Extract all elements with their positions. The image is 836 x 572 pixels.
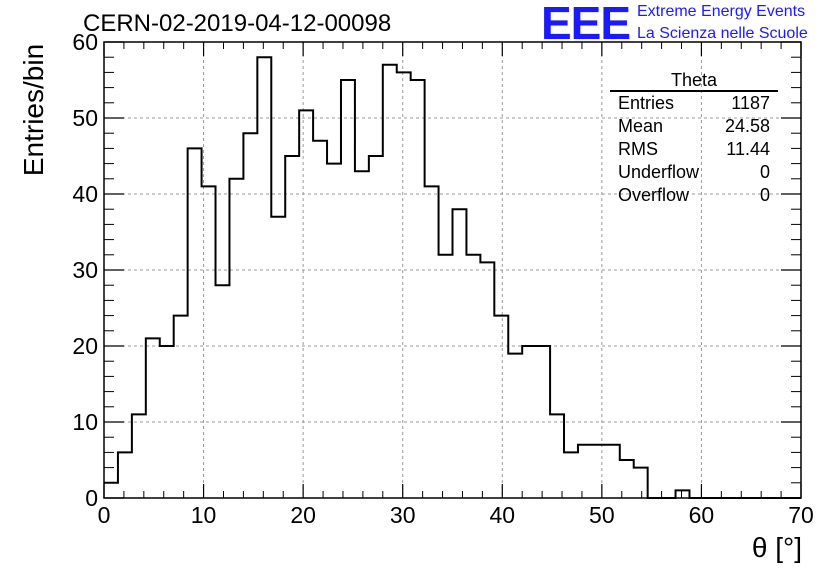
stats-title: Theta xyxy=(610,70,778,92)
stats-row-overflow: Overflow 0 xyxy=(610,184,778,207)
y-tick-label: 20 xyxy=(72,333,98,359)
histogram-bin xyxy=(494,316,508,498)
histogram-bin xyxy=(439,255,453,498)
histogram-bin xyxy=(257,57,271,498)
histogram-bin xyxy=(229,179,243,498)
histogram-bin xyxy=(522,346,536,498)
stats-label: Entries xyxy=(618,93,675,113)
chart-title: CERN-02-2019-04-12-00098 xyxy=(83,10,392,37)
histogram-bin xyxy=(578,445,592,498)
histogram-bin xyxy=(676,490,690,498)
y-tick-label: 0 xyxy=(85,485,98,511)
histogram-bin xyxy=(550,414,564,498)
histogram-bin xyxy=(160,346,174,498)
grid-lines xyxy=(104,42,801,498)
stats-label: RMS xyxy=(618,139,658,159)
histogram-bin xyxy=(271,217,285,498)
stats-value: 1187 xyxy=(731,93,770,113)
y-tick-label: 30 xyxy=(72,257,98,283)
stats-value: 0 xyxy=(759,185,770,205)
histogram-bin xyxy=(188,148,202,498)
y-tick-label: 60 xyxy=(72,29,98,55)
histogram-bin xyxy=(341,80,355,498)
x-tick-label: 70 xyxy=(788,502,814,528)
x-tick-label: 60 xyxy=(689,502,715,528)
histogram-bin xyxy=(216,285,230,498)
histogram-bin xyxy=(104,483,118,498)
y-tick-label: 10 xyxy=(72,409,98,435)
stats-row-mean: Mean 24.58 xyxy=(610,115,778,138)
x-tick-label: 0 xyxy=(98,502,111,528)
y-tick-label: 40 xyxy=(72,181,98,207)
x-tick-label: 10 xyxy=(191,502,217,528)
histogram-outline xyxy=(104,56,801,499)
stats-label: Underflow xyxy=(618,162,700,182)
histogram-bin xyxy=(397,72,411,498)
histogram-bin xyxy=(480,262,494,498)
logo-line-2: La Scienza nelle Scuole xyxy=(637,25,808,42)
histogram-bin xyxy=(536,346,550,498)
histogram-bin xyxy=(411,80,425,498)
histogram-bin xyxy=(174,316,188,498)
stats-row-underflow: Underflow 0 xyxy=(610,161,778,184)
logo-line-1: Extreme Energy Events xyxy=(637,3,806,20)
histogram-bin xyxy=(146,338,160,498)
x-tick-label: 20 xyxy=(290,502,316,528)
stats-row-rms: RMS 11.44 xyxy=(610,138,778,161)
histogram-bin xyxy=(132,414,146,498)
histogram-bin xyxy=(453,209,467,498)
stats-row-entries: Entries 1187 xyxy=(610,92,778,115)
histogram-bin xyxy=(634,468,648,498)
histogram-bin xyxy=(508,354,522,498)
histogram-bin xyxy=(118,452,132,498)
stats-value: 11.44 xyxy=(726,139,770,159)
histogram-bin xyxy=(425,186,439,498)
histogram-bin xyxy=(313,141,327,498)
histogram-bin xyxy=(620,460,634,498)
histogram-bin xyxy=(383,65,397,498)
plot-frame xyxy=(103,41,802,499)
histogram-bin xyxy=(243,133,257,498)
histogram-bin xyxy=(285,156,299,498)
histogram-bin xyxy=(327,164,341,498)
y-axis-label: Entries/bin xyxy=(18,43,49,177)
stats-value: 0 xyxy=(759,162,770,182)
histogram-bin xyxy=(355,171,369,498)
stats-label: Overflow xyxy=(618,185,690,205)
stats-value: 24.58 xyxy=(724,116,770,136)
histogram-bin xyxy=(466,255,480,498)
x-tick-label: 40 xyxy=(489,502,515,528)
histogram-bin xyxy=(369,156,383,498)
stats-box: Theta Entries 1187 Mean 24.58 RMS 11.44 … xyxy=(610,70,778,207)
histogram-bin xyxy=(564,452,578,498)
histogram-bin xyxy=(202,186,216,498)
x-tick-label: 50 xyxy=(589,502,615,528)
y-tick-label: 50 xyxy=(72,105,98,131)
tick-labels: 0 10 20 30 40 50 60 70 0 10 20 30 40 50 60 xyxy=(72,29,813,528)
stats-label: Mean xyxy=(618,116,664,136)
x-axis-label: θ [°] xyxy=(751,532,802,563)
x-tick-label: 30 xyxy=(390,502,416,528)
histogram-bin xyxy=(299,110,313,498)
histogram-bin xyxy=(606,445,620,498)
histogram-bin xyxy=(592,445,606,498)
eee-logo-mark: EEE xyxy=(541,0,631,49)
